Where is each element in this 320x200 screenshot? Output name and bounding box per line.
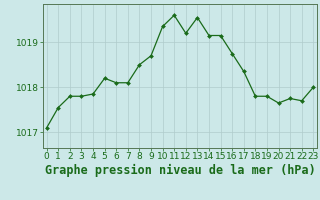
X-axis label: Graphe pression niveau de la mer (hPa): Graphe pression niveau de la mer (hPa) xyxy=(44,164,316,177)
